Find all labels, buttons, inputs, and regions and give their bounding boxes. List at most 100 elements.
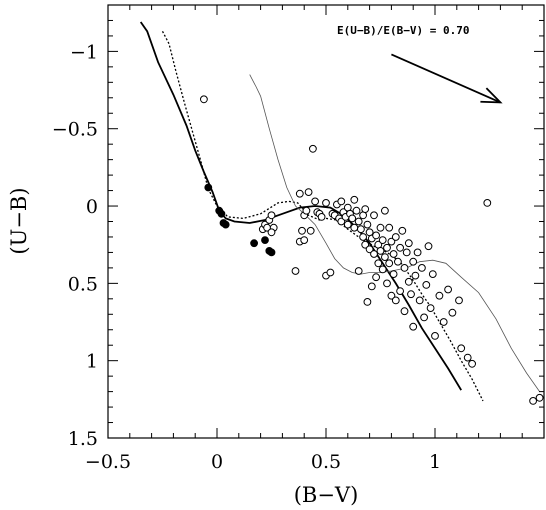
open-data-point [372,273,381,282]
filled-data-point [221,220,230,229]
open-data-point [400,264,409,272]
open-data-point [463,353,472,362]
reddening-vector-label: E(U−B)/E(B−V) = 0.70 [337,24,469,37]
open-data-point [267,211,276,220]
y-tick-label: 0 [86,196,98,218]
open-data-point [448,308,457,317]
open-data-point [370,250,378,258]
open-data-point [385,223,394,232]
y-tick-label: 1 [86,351,98,373]
open-data-point [418,264,426,272]
open-data-point [350,195,359,204]
arrow-shaft [391,53,501,104]
y-tick-label: 1.5 [68,428,98,450]
open-data-point [404,239,413,248]
x-axis-label: (B−V) [294,483,359,507]
open-data-point [359,233,368,241]
plot-area [139,21,544,405]
open-data-point [381,206,389,215]
open-data-point [529,397,537,405]
open-data-point [396,243,405,252]
open-data-point [348,214,357,223]
open-data-point [483,199,492,207]
open-data-point [385,259,394,268]
open-data-point [431,332,439,340]
open-data-point [413,248,422,257]
open-data-point [468,359,477,368]
open-data-point [387,237,396,246]
open-data-point [298,226,306,235]
open-data-point [363,220,372,229]
open-data-point [357,225,365,234]
open-data-point [383,243,391,252]
sequence-line-thin [249,74,540,392]
filled-data-point [267,248,276,257]
open-data-point [291,267,300,275]
x-tick-label: 0 [211,451,223,473]
x-tick-label: 1 [429,451,441,473]
open-data-point [352,206,361,215]
open-data-point [343,220,352,229]
open-data-point [267,228,276,237]
open-data-point [378,265,387,274]
open-data-point [387,291,396,300]
open-data-point [402,248,411,257]
open-data-point [309,144,317,153]
open-data-point [420,313,429,322]
open-data-point [391,233,400,241]
open-data-point [295,189,304,198]
plot-frame [107,4,545,439]
reddening-vector-arrow [391,53,503,104]
open-data-point [306,226,315,235]
x-tick-label: 0.5 [311,451,341,473]
y-tick-label: 0.5 [68,273,98,295]
open-data-point [376,223,385,232]
open-data-point [322,199,330,207]
y-axis-label: (U−B) [7,187,31,254]
open-data-point [363,298,372,306]
open-data-point [304,188,313,197]
open-data-point [455,296,463,305]
sequence-line-solid [139,21,462,391]
open-data-point [409,257,418,266]
open-data-point [354,267,363,275]
open-data-point [302,206,311,215]
open-data-point [398,226,407,235]
open-data-point [428,270,437,279]
open-data-point [407,290,415,299]
open-data-point [422,281,431,289]
open-data-point [374,259,383,268]
open-data-point [361,205,370,214]
open-data-point [389,250,398,258]
open-data-point [300,236,309,245]
open-data-point [311,197,320,206]
filled-data-point [261,236,269,245]
open-data-point [396,287,405,296]
open-data-point [415,296,424,305]
open-data-point [337,197,346,206]
filled-data-point [204,183,213,192]
open-data-point [365,245,374,254]
open-data-point [354,217,363,226]
open-data-point [404,277,413,286]
open-data-point [381,253,389,262]
open-data-point [457,344,466,353]
filled-data-point [250,239,259,248]
open-data-point [394,257,402,266]
open-data-point [435,291,444,300]
open-data-point [400,307,409,316]
open-data-point [409,322,418,331]
filled-data-point [217,209,226,218]
open-data-point [326,268,335,277]
open-data-point [370,211,378,220]
open-data-point [535,393,544,402]
open-data-point [317,213,326,221]
open-data-point [439,318,448,326]
open-data-point [200,95,208,104]
y-tick-label: −1 [70,41,98,63]
open-data-point [424,242,433,251]
open-data-point [367,282,376,291]
y-tick-label: −0.5 [52,119,98,141]
open-data-point [378,236,387,245]
